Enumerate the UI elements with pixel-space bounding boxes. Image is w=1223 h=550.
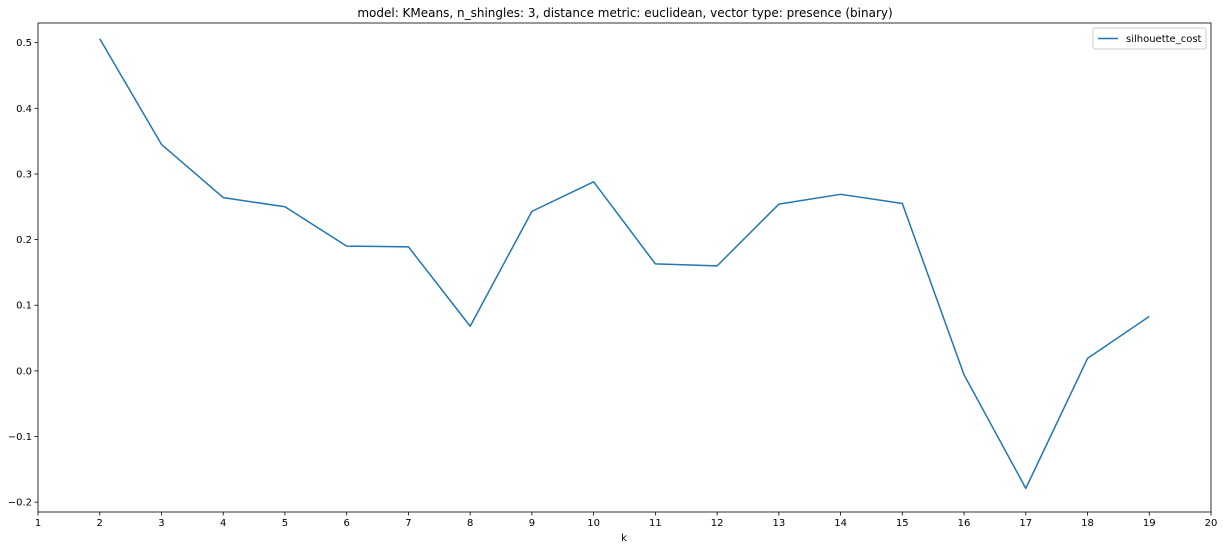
- x-axis: 1 2 3 4 5 6 7 8 9 10 11 12 13 14 15 16 17 18 19 20: [35, 512, 1218, 529]
- y-tick-label: 0.2: [16, 235, 32, 246]
- x-tick-label: 9: [529, 518, 535, 529]
- y-tick-label: 0.3: [16, 169, 32, 180]
- y-tick-label: 0.0: [16, 366, 32, 377]
- y-tick-label: 0.1: [16, 301, 32, 312]
- x-tick-label: 3: [158, 518, 164, 529]
- x-tick-label: 13: [772, 518, 785, 529]
- series-line: [99, 38, 1150, 490]
- x-tick-label: 5: [282, 518, 288, 529]
- series-layer: [99, 38, 1150, 490]
- x-tick-label: 11: [649, 518, 662, 529]
- y-tick-label: −0.2: [8, 498, 32, 509]
- x-tick-label: 6: [343, 518, 349, 529]
- x-tick-label: 15: [896, 518, 909, 529]
- x-tick-label: 10: [587, 518, 600, 529]
- x-tick-label: 4: [220, 518, 226, 529]
- y-axis: −0.2 −0.1 0.0 0.1 0.2 0.3 0.4 0.5: [8, 38, 38, 509]
- legend-box: [1092, 27, 1207, 50]
- x-tick-label: 16: [958, 518, 971, 529]
- y-tick-label: 0.4: [16, 104, 32, 115]
- y-tick-label: 0.5: [16, 38, 32, 49]
- x-tick-label: 2: [97, 518, 103, 529]
- x-tick-label: 20: [1205, 518, 1218, 529]
- chart-title: model: KMeans, n_shingles: 3, distance m…: [357, 6, 892, 20]
- legend-label: silhouette_cost: [1126, 34, 1202, 45]
- x-tick-label: 14: [834, 518, 847, 529]
- x-tick-label: 19: [1143, 518, 1156, 529]
- x-tick-label: 8: [467, 518, 473, 529]
- x-tick-label: 12: [711, 518, 724, 529]
- x-tick-label: 18: [1081, 518, 1094, 529]
- x-tick-label: 17: [1019, 518, 1032, 529]
- x-tick-label: 7: [405, 518, 411, 529]
- y-tick-label: −0.1: [8, 432, 32, 443]
- x-tick-label: 1: [35, 518, 41, 529]
- plot-area: [37, 22, 1212, 513]
- x-axis-label: k: [621, 533, 627, 544]
- legend: silhouette_cost: [1092, 27, 1207, 50]
- plot-frame: [37, 22, 1212, 513]
